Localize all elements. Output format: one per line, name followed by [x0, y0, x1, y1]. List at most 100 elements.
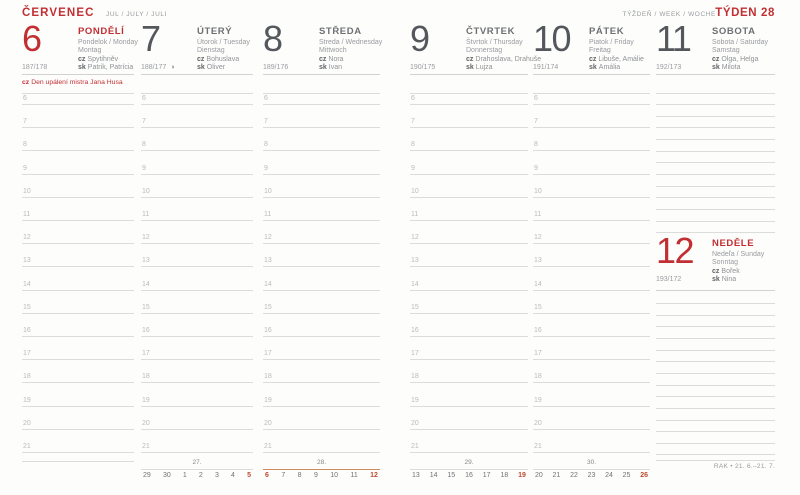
- hour-label: 13: [264, 257, 272, 265]
- hour-label: 17: [23, 350, 31, 358]
- hour-label: 12: [142, 234, 150, 242]
- rule-line: [263, 104, 380, 105]
- day-name-intl: Dienstag: [197, 47, 225, 54]
- sk-label: sk: [589, 64, 597, 71]
- hour-label: 11: [264, 211, 272, 218]
- day-name-intl: Samstag: [712, 47, 740, 54]
- rule-line: [141, 93, 253, 94]
- rule-line: [263, 243, 380, 245]
- rule-line: [656, 197, 775, 199]
- hour-label: 19: [411, 396, 419, 404]
- rule-line: [533, 289, 650, 291]
- hour-label: 7: [142, 118, 146, 126]
- rule-line: [656, 361, 775, 363]
- hour-label: 6: [411, 95, 415, 102]
- sk-label: sk: [319, 64, 327, 71]
- rule-line: [656, 349, 775, 351]
- week-strip-day: 14: [429, 472, 438, 479]
- hour-label: 15: [534, 303, 542, 311]
- hour-label: 18: [411, 373, 419, 381]
- hour-label: 20: [264, 419, 272, 427]
- rule-line: [263, 405, 380, 407]
- rule-line: [22, 336, 134, 337]
- rule-line: [656, 396, 775, 398]
- rule-line: [656, 314, 775, 316]
- week-strip-label: 27.: [192, 459, 202, 466]
- rule-line: [410, 93, 528, 94]
- week-strip-day: 8: [297, 472, 302, 479]
- rule-line: [656, 232, 775, 234]
- rule-line: [410, 428, 528, 430]
- hour-label: 17: [142, 350, 150, 358]
- day-column-monday: 6 PONDĚLÍ Pondelok / Monday Montag cz Spytihn…: [22, 0, 138, 495]
- week-strip-day: 12: [370, 472, 378, 479]
- rule-line: [656, 442, 775, 444]
- rule-line: [656, 93, 775, 94]
- rule-line: [533, 312, 650, 314]
- hour-label: 21: [411, 443, 419, 450]
- hour-label: 8: [23, 141, 27, 149]
- rule-line: [533, 359, 650, 361]
- rule-line: [141, 312, 253, 314]
- hour-label: 8: [411, 141, 415, 149]
- week-strip-day: 22: [570, 472, 578, 479]
- rule-line: [22, 93, 134, 94]
- day-name-intl: Sonntag: [712, 259, 739, 266]
- rule-line: [263, 312, 380, 314]
- day-name-intl: Štvrtok / Thursday: [466, 39, 523, 46]
- rule-line: [22, 173, 134, 175]
- week-strip-day: 5: [247, 472, 251, 479]
- hour-label: 13: [23, 257, 31, 265]
- day-of-year: 189/176: [263, 64, 289, 71]
- day-name-intl: Mittwoch: [319, 47, 347, 54]
- week-strip: 6 7 8 9 10 11 12: [265, 472, 378, 479]
- day-column-thursday: 9 ČTVRTEK Štvrtok / Thursday Donnerstag cz Dr…: [410, 0, 541, 495]
- rule-line: [141, 405, 253, 407]
- rule-line: [22, 428, 134, 430]
- rule-line: [22, 266, 134, 268]
- rule-line: [22, 104, 134, 105]
- hour-label: 6: [264, 95, 268, 102]
- day-number: 11: [656, 18, 692, 59]
- hour-label: 16: [264, 327, 272, 334]
- rule-line: [263, 150, 380, 152]
- day-name-intl: Montag: [78, 47, 102, 54]
- cz-nameday: cz Bořek: [712, 268, 740, 275]
- rule-line: [656, 150, 775, 152]
- week-number: TÝDEN 28: [715, 7, 775, 19]
- day-number: 8: [263, 18, 283, 59]
- hour-label: 19: [264, 396, 272, 404]
- rule-line: [141, 428, 253, 430]
- rule-line: [263, 220, 380, 221]
- week-strip-day: 29: [143, 472, 151, 479]
- week-strip-day: 21: [552, 472, 561, 479]
- week-strip-label: 28.: [316, 459, 327, 466]
- hour-label: 14: [264, 280, 272, 288]
- hour-label: 11: [142, 211, 150, 218]
- rule-line: [656, 384, 775, 386]
- rule-line: [533, 266, 650, 268]
- day-of-year: 193/172: [656, 276, 682, 283]
- hour-label: 19: [142, 396, 150, 404]
- sk-label: sk: [712, 64, 720, 71]
- rule-line: [141, 266, 253, 268]
- sk-nameday: sk Oliver: [197, 64, 226, 71]
- week-strip-day: 30: [162, 472, 171, 479]
- day-header: 11 SOBOTA Sobota / Saturday Samstag cz Olga, …: [656, 18, 775, 75]
- rule-line: [263, 127, 380, 129]
- rule-line: [141, 359, 253, 361]
- day-of-year: 191/174: [533, 64, 559, 71]
- week-strip-day: 16: [465, 472, 473, 479]
- hour-label: 12: [534, 234, 542, 242]
- day-number: 7: [141, 18, 161, 59]
- moon-phase-icon: ◑: [170, 64, 175, 71]
- rule-line: [656, 460, 775, 461]
- day-number: 9: [410, 18, 430, 59]
- week-strip-day: 20: [535, 472, 543, 479]
- rule-line: [656, 208, 775, 210]
- rule-line: [656, 454, 775, 456]
- hour-label: 13: [534, 257, 542, 265]
- week-strip-day: 23: [587, 472, 596, 479]
- rule-line: [141, 127, 253, 129]
- day-header: 7 ÚTERÝ Útorok / Tuesday Dienstag cz Bohuslav…: [141, 18, 253, 75]
